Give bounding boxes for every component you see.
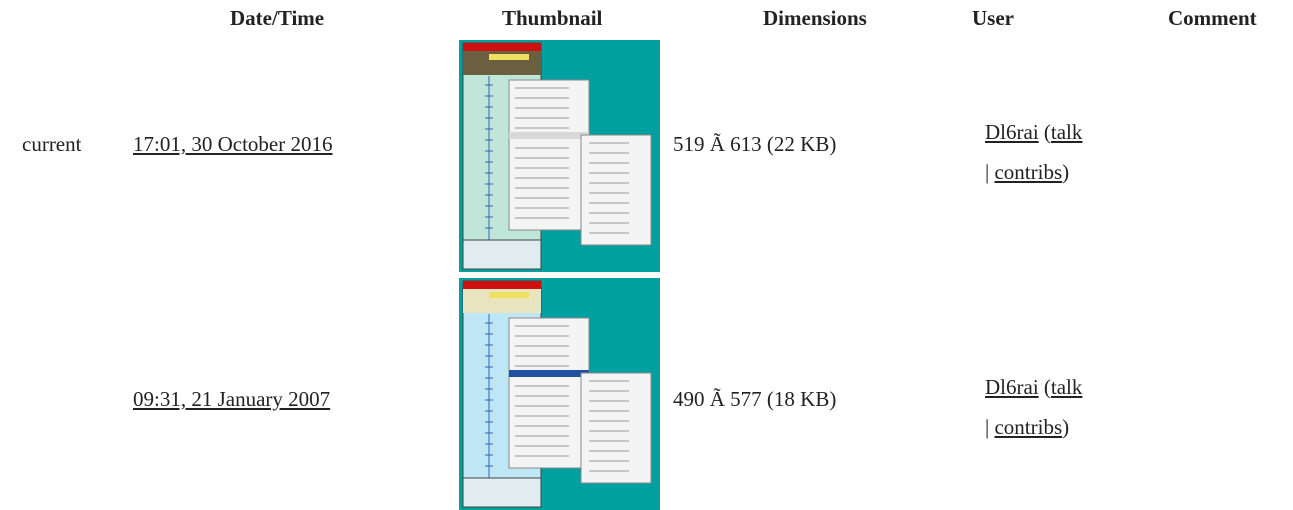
contribs-link[interactable]: contribs xyxy=(994,415,1063,439)
datetime-link[interactable]: 09:31, 21 January 2007 xyxy=(133,387,331,411)
dimensions: 490 Ã 577 (18 KB) xyxy=(673,387,837,411)
status: current xyxy=(22,132,82,156)
dimensions: 519 Ã 613 (22 KB) xyxy=(673,132,837,156)
thumb-shape xyxy=(489,54,529,60)
user-link[interactable]: Dl6rai xyxy=(985,120,1039,144)
punctuation: ( xyxy=(1043,375,1051,399)
thumb-shape xyxy=(580,134,652,246)
punctuation: ( xyxy=(1043,120,1051,144)
thumb-shape xyxy=(463,43,541,51)
thumb-shape xyxy=(580,372,652,484)
contribs-link[interactable]: contribs xyxy=(994,160,1063,184)
thumb-shape xyxy=(463,281,541,289)
header-cell: Thumbnail xyxy=(502,6,603,30)
thumbnail[interactable] xyxy=(459,278,660,510)
thumb-shape xyxy=(462,239,542,270)
header-cell: Date/Time xyxy=(230,6,325,30)
thumb-shape xyxy=(509,370,589,377)
punctuation: ) xyxy=(1062,415,1070,439)
datetime-link[interactable]: 17:01, 30 October 2016 xyxy=(133,132,333,156)
thumb-shape xyxy=(489,292,529,298)
thumb-shape xyxy=(508,79,590,231)
user-cell: Dl6rai (talk | contribs) xyxy=(985,112,1135,192)
user-cell: Dl6rai (talk | contribs) xyxy=(985,367,1135,447)
thumb-shape xyxy=(462,477,542,508)
thumbnail[interactable] xyxy=(459,40,660,272)
header-cell: Dimensions xyxy=(763,6,867,30)
talk-link[interactable]: talk xyxy=(1050,120,1083,144)
header-cell: Comment xyxy=(1168,6,1257,30)
punctuation: | xyxy=(985,160,990,184)
header-cell: User xyxy=(972,6,1014,30)
thumb-shape xyxy=(509,132,589,139)
user-link[interactable]: Dl6rai xyxy=(985,375,1039,399)
talk-link[interactable]: talk xyxy=(1050,375,1083,399)
punctuation: ) xyxy=(1062,160,1070,184)
punctuation: | xyxy=(985,415,990,439)
